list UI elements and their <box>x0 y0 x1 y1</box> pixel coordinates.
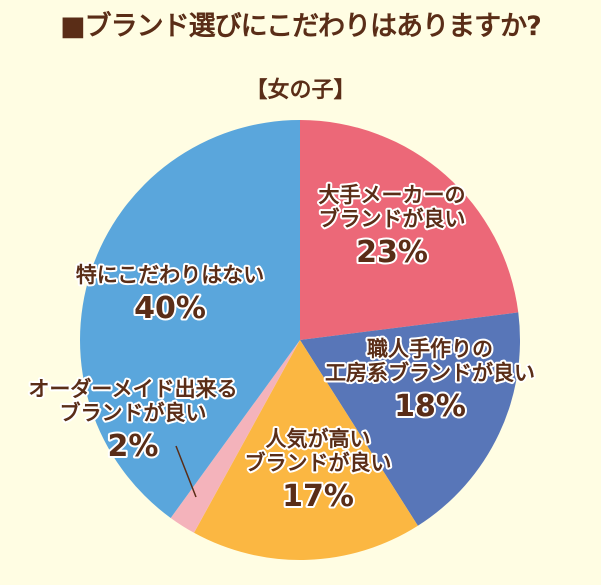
pie-slice <box>300 120 519 340</box>
pie-slices <box>80 120 521 561</box>
slice-percent: 18% <box>394 389 466 424</box>
slice-percent: 2% <box>108 429 159 464</box>
slice-label: オーダーメイド出来る <box>28 377 237 401</box>
slice-label: 工房系ブランドが良い <box>325 361 535 385</box>
pie-slice <box>300 312 521 526</box>
slice-labels: 大手メーカーのブランドが良い23%職人手作りの工房系ブランドが良い18%人気が高… <box>26 181 537 516</box>
slice-label: 大手メーカーの <box>319 183 466 207</box>
slice-label: 人気が高い <box>266 427 371 451</box>
slice-label: ブランドが良い <box>245 451 392 475</box>
slice-label: 特にこだわりはない <box>76 263 265 287</box>
pie-slice <box>170 340 300 533</box>
chart-subtitle: 【女の子】 <box>245 78 356 103</box>
chart-title: ■ブランド選びにこだわりはありますか? <box>60 11 542 42</box>
pie-slice <box>80 120 300 518</box>
slice-percent: 17% <box>282 479 354 514</box>
slice-percent: 23% <box>356 235 428 270</box>
slice-label: 職人手作りの <box>367 337 493 361</box>
slice-label: ブランドが良い <box>319 207 466 231</box>
slice-label: ブランドが良い <box>60 401 207 425</box>
pie-slice <box>194 340 418 561</box>
slice-percent: 40% <box>134 291 206 326</box>
leader-line <box>175 445 197 498</box>
